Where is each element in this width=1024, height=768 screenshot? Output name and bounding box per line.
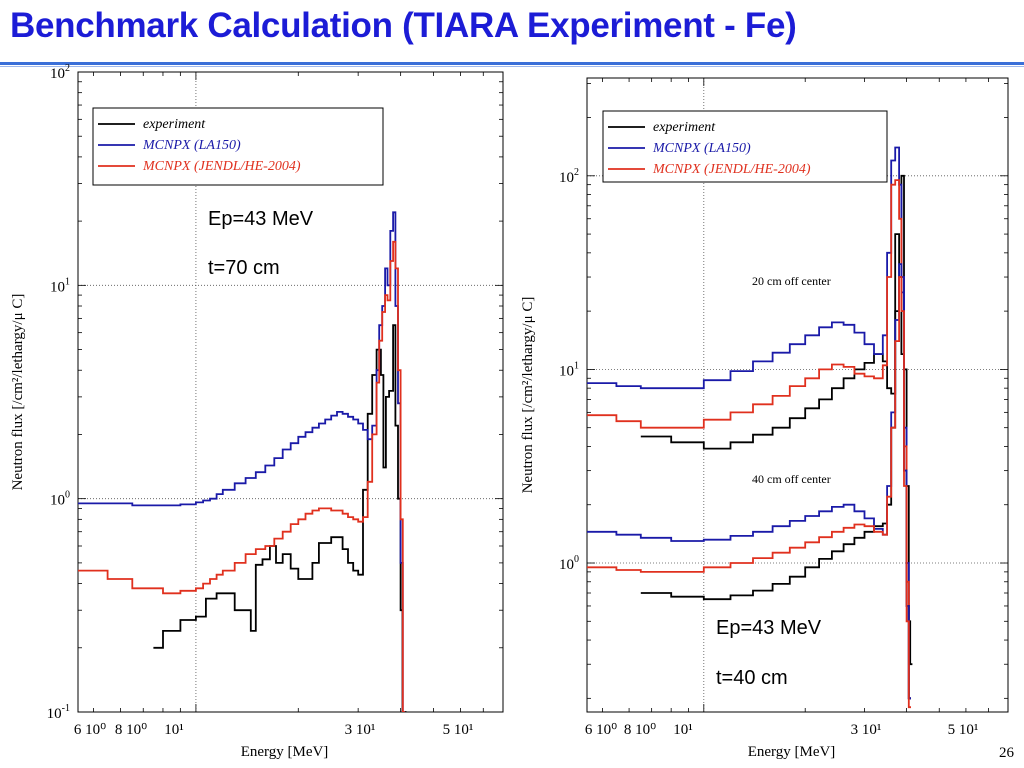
- series-line-mcnpx-la150: [587, 263, 911, 700]
- slide-title: Benchmark Calculation (TIARA Experiment …: [10, 6, 797, 45]
- plot-area: [78, 211, 407, 712]
- y-tick-label: 102: [50, 63, 70, 82]
- chart-annotation: Ep=43 MeV: [208, 208, 314, 230]
- y-tick-label: 100: [50, 490, 70, 509]
- chart-1: 10-1 100 101 102 6 10⁰ 8 10⁰ 10¹ 3 10¹ 5 10¹ Ener…: [10, 63, 504, 760]
- legend-label: MCNPX (JENDL/HE-2004): [652, 162, 811, 177]
- x-tick-label: 6 10⁰: [74, 722, 106, 738]
- x-tick-label: 3 10¹: [851, 722, 882, 738]
- series-line-experiment: [640, 174, 913, 666]
- plot-frame: [77, 71, 504, 713]
- legend-label: MCNPX (LA150): [142, 138, 241, 153]
- y-tick-label: 101: [50, 276, 70, 295]
- plot-frame: [586, 77, 1009, 713]
- series-line-mcnpx-la150: [78, 211, 405, 712]
- series-line-experiment: [640, 276, 911, 700]
- legend: experiment MCNPX (LA150) MCNPX (JENDL/HE-2…: [602, 110, 888, 183]
- title-underline-thin: [0, 66, 1024, 67]
- chart-annotation: 20 cm off center: [752, 274, 831, 288]
- x-axis-label: Energy [MeV]: [748, 744, 836, 760]
- title-underline: [0, 62, 1024, 65]
- plot-area: [587, 146, 913, 709]
- y-tick-label: 102: [559, 167, 579, 186]
- y-tick-label: 100: [559, 554, 579, 573]
- x-tick-label: 6 10⁰: [585, 722, 617, 738]
- chart-2: 100 101 102 6 10⁰ 8 10⁰ 10¹ 3 10¹ 5 10¹ Energy […: [520, 77, 1009, 760]
- legend: experiment MCNPX (LA150) MCNPX (JENDL/HE-2…: [92, 107, 384, 186]
- x-axis-label: Energy [MeV]: [241, 744, 329, 760]
- x-tick-label: 10¹: [673, 722, 693, 738]
- series-line-mcnpx-jendl-he-2004: [78, 240, 405, 712]
- series-line-mcnpx-jendl-he-2004: [587, 276, 911, 709]
- chart-annotation: t=40 cm: [716, 667, 788, 689]
- y-axis-label: Neutron flux [/cm²/lethargy/μ C]: [10, 294, 26, 491]
- series-line-mcnpx-la150: [587, 146, 911, 700]
- x-tick-label: 5 10¹: [443, 722, 474, 738]
- legend-label: experiment: [653, 120, 716, 135]
- x-tick-label: 5 10¹: [948, 722, 979, 738]
- chart-annotation: 40 cm off center: [752, 472, 831, 486]
- legend-label: MCNPX (JENDL/HE-2004): [142, 159, 301, 174]
- x-tick-label: 10¹: [164, 722, 184, 738]
- x-tick-label: 3 10¹: [345, 722, 376, 738]
- series-line-experiment: [153, 324, 407, 712]
- y-tick-label: 101: [559, 360, 579, 379]
- x-tick-label: 8 10⁰: [115, 722, 147, 738]
- legend-label: experiment: [143, 117, 206, 132]
- legend-label: MCNPX (LA150): [652, 141, 751, 156]
- series-line-mcnpx-jendl-he-2004: [587, 179, 911, 700]
- page-number: 26: [999, 745, 1014, 761]
- x-tick-label: 8 10⁰: [624, 722, 656, 738]
- y-tick-label: 10-1: [47, 703, 70, 722]
- y-axis-label: Neutron flux [/cm²/lethargy/μ C]: [520, 297, 536, 494]
- chart-annotation: Ep=43 MeV: [716, 617, 822, 639]
- chart-annotation: t=70 cm: [208, 257, 280, 279]
